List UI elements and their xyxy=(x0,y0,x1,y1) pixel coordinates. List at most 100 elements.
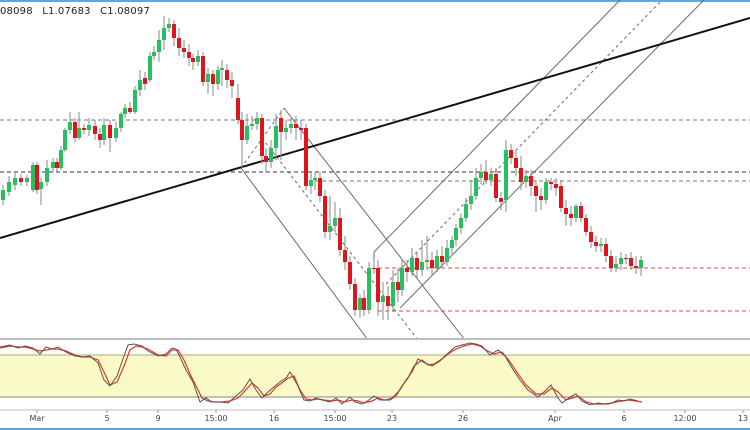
bull-candle xyxy=(400,268,404,290)
desc-channel-lower xyxy=(240,167,369,341)
bull-candle xyxy=(51,162,55,168)
bull-candle xyxy=(524,176,528,182)
bull-candle xyxy=(206,74,210,82)
bear-candle xyxy=(348,262,352,284)
window-top-border xyxy=(0,0,750,2)
stochastic-d-line xyxy=(0,343,643,405)
bear-candle xyxy=(143,78,147,84)
bull-candle xyxy=(284,128,288,132)
horizontal-levels xyxy=(0,119,750,312)
bull-candle xyxy=(157,40,161,52)
bear-candle xyxy=(343,250,347,262)
bull-candle xyxy=(504,150,508,200)
bull-candle xyxy=(220,68,224,70)
bull-candle xyxy=(7,182,11,192)
bull-candle xyxy=(148,56,152,80)
bear-candle xyxy=(629,258,633,266)
bear-candle xyxy=(539,196,543,200)
bull-candle xyxy=(31,165,35,190)
bear-candle xyxy=(594,242,598,246)
bear-candle xyxy=(201,56,205,82)
time-label: 26 xyxy=(457,414,469,423)
open-value: 08098 xyxy=(0,6,33,17)
bull-candle xyxy=(425,260,429,262)
bear-candle xyxy=(440,256,444,262)
time-label: Mar xyxy=(29,414,45,423)
bull-candle xyxy=(410,258,414,272)
bull-candle xyxy=(162,28,166,40)
bull-candle xyxy=(474,178,478,196)
bear-candle xyxy=(509,150,513,158)
bear-candle xyxy=(177,38,181,48)
bear-candle xyxy=(172,24,176,38)
bear-candle xyxy=(372,268,376,269)
bull-candle xyxy=(574,206,578,218)
bull-candle xyxy=(445,248,449,262)
bull-candle xyxy=(614,264,618,268)
bull-candle xyxy=(152,52,156,56)
time-label: 15:00 xyxy=(204,414,228,423)
bull-candle xyxy=(114,128,118,138)
bear-candle xyxy=(514,158,518,168)
bull-candle xyxy=(245,126,249,140)
bear-candle xyxy=(93,126,97,134)
bull-candle xyxy=(167,24,171,28)
bull-candle xyxy=(391,282,395,306)
bear-candle xyxy=(108,125,112,138)
bear-candle xyxy=(554,184,558,188)
main-trendline[interactable] xyxy=(0,17,750,239)
bear-candle xyxy=(634,266,638,268)
ohlc-readout: 08098 L1.07683 C1.08097 xyxy=(0,6,156,17)
bear-candle xyxy=(187,52,191,58)
low-value: L1.07683 xyxy=(42,6,91,17)
time-label: 13 xyxy=(737,414,749,423)
bull-candle xyxy=(77,128,81,138)
bull-candle xyxy=(45,168,49,182)
bull-candle xyxy=(381,296,385,302)
bull-candle xyxy=(639,260,643,268)
bear-candle xyxy=(415,258,419,270)
bull-candle xyxy=(309,180,313,186)
bear-candle xyxy=(128,108,132,112)
bear-candle xyxy=(376,268,380,302)
bull-candle xyxy=(333,218,337,226)
bull-candle xyxy=(68,122,72,130)
bear-candle xyxy=(579,206,583,218)
time-label: 6 xyxy=(621,414,627,423)
bear-candle xyxy=(191,58,195,62)
bull-candle xyxy=(328,226,332,232)
time-label: 12:00 xyxy=(673,414,697,423)
bear-candle xyxy=(35,165,39,190)
bear-candle xyxy=(624,258,628,259)
bear-candle xyxy=(279,118,283,132)
bear-candle xyxy=(225,70,229,80)
bull-candle xyxy=(358,298,362,310)
bear-candle xyxy=(304,128,308,186)
bear-candle xyxy=(564,208,568,214)
bear-candle xyxy=(73,122,77,138)
bear-candle xyxy=(396,282,400,290)
bull-candle xyxy=(102,125,106,140)
bull-candle xyxy=(464,204,468,218)
bull-candle xyxy=(269,148,273,162)
stochastic-band xyxy=(0,355,750,397)
bear-candle xyxy=(230,80,234,86)
bear-candle xyxy=(529,176,533,186)
bear-candle xyxy=(182,48,186,52)
bear-candle xyxy=(584,218,588,232)
bull-candle xyxy=(63,130,67,150)
bull-candle xyxy=(459,218,463,228)
bear-candle xyxy=(55,162,59,168)
bear-candle xyxy=(609,256,613,268)
bear-candle xyxy=(98,134,102,140)
bear-candle xyxy=(338,218,342,250)
bull-candle xyxy=(87,125,91,130)
bull-candle xyxy=(479,172,483,178)
bull-candle xyxy=(619,258,623,264)
bull-candle xyxy=(133,90,137,112)
bull-candle xyxy=(39,182,43,189)
bull-candle xyxy=(13,178,17,185)
bull-candle xyxy=(450,240,454,248)
time-label: 15:00 xyxy=(323,414,347,423)
